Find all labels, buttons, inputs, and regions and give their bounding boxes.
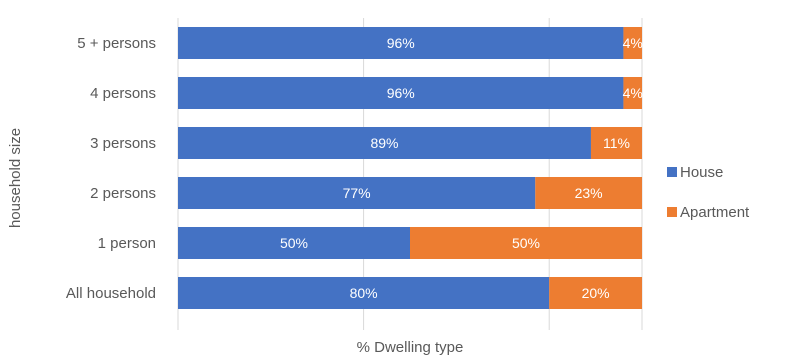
bar-apartment [549, 277, 642, 309]
category-label: 2 persons [90, 185, 156, 202]
data-label: 96% [387, 35, 415, 51]
bar-house [178, 127, 591, 159]
legend: House Apartment [667, 164, 750, 221]
bar-house [178, 227, 410, 259]
bar-house [178, 27, 624, 59]
data-label: 23% [575, 185, 603, 201]
category-label: 1 person [98, 235, 156, 252]
bar-house [178, 277, 550, 309]
data-label: 77% [343, 185, 371, 201]
bar-apartment [535, 177, 642, 209]
data-label: 11% [603, 135, 630, 151]
legend-swatch-house [667, 167, 677, 177]
category-label: 4 persons [90, 85, 156, 102]
x-axis-title: % Dwelling type [357, 339, 464, 356]
data-label: 50% [512, 235, 540, 251]
legend-label-apartment: Apartment [680, 204, 750, 221]
data-label: 20% [582, 285, 610, 301]
bar-apartment [590, 127, 642, 159]
bar-apartment [410, 227, 642, 259]
data-label: 4% [623, 85, 643, 101]
bar-house [178, 177, 536, 209]
legend-swatch-apartment [667, 207, 677, 217]
category-label: 5 + persons [77, 35, 156, 52]
category-label: All household [66, 285, 156, 302]
bar-house [178, 77, 624, 109]
bars [178, 27, 642, 309]
bar-apartment [623, 27, 642, 59]
legend-label-house: House [680, 164, 723, 181]
bar-apartment [623, 77, 642, 109]
category-labels: 5 + persons 4 persons 3 persons 2 persons 1 … [66, 35, 156, 302]
data-label: 89% [370, 135, 398, 151]
data-label: 96% [387, 85, 415, 101]
data-labels: 96% 4% 96% 4% 89% 11% 77% 23% 50% 50% 80% 20% [280, 35, 643, 301]
category-label: 3 persons [90, 135, 156, 152]
data-label: 80% [350, 285, 378, 301]
data-label: 4% [623, 35, 643, 51]
data-label: 50% [280, 235, 308, 251]
y-axis-title: household size [7, 128, 24, 228]
